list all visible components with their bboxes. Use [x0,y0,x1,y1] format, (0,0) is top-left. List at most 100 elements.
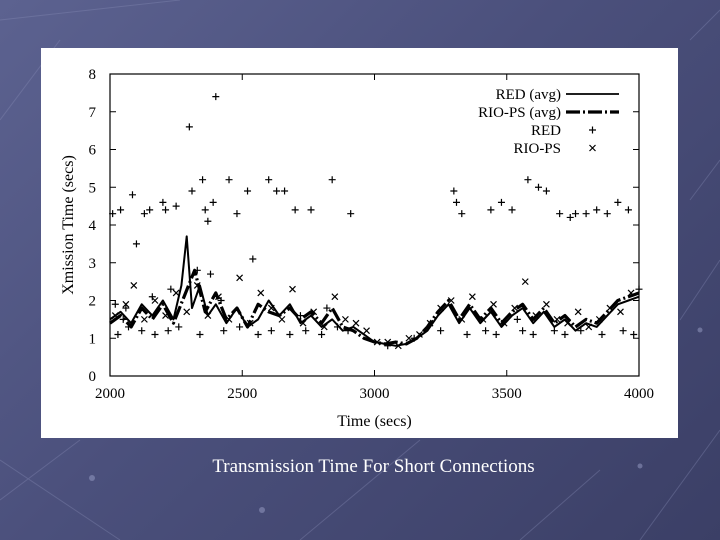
rio-ps-point [331,293,339,301]
rio-ps-point [122,300,130,308]
red-point [273,187,281,195]
rio-ps-point [458,315,466,323]
rio-ps-point [289,285,296,293]
rio-ps-point [405,334,413,342]
red-point [164,327,172,335]
rio-ps-point [278,315,286,323]
red-point [193,266,201,274]
red-point [209,198,217,206]
red-point [122,304,130,312]
red-point [162,206,170,214]
y-tick-label: 1 [89,331,97,347]
red-point [630,330,638,338]
red-point [492,330,500,338]
red-point [550,327,558,335]
red-point [497,198,505,206]
red-point [225,176,233,184]
legend-label: RIO-PS [513,141,561,157]
red-point [244,187,252,195]
y-tick-label: 3 [89,256,97,272]
rio-ps-point [543,300,550,308]
red-point [146,206,154,214]
rio-ps-point [384,338,392,346]
rio-ps-point [564,319,572,327]
rio-ps-point [246,319,254,327]
y-tick-label: 0 [89,369,97,385]
rio-ps-point [595,315,603,323]
rio-ps-point [373,338,381,346]
rio-ps-point [193,281,201,289]
y-axis-label: Xmission Time (secs) [60,155,77,295]
red-point [254,330,262,338]
red-point [463,330,471,338]
rio-ps-point [447,297,455,304]
red-point [482,327,490,335]
y-tick-label: 6 [89,143,97,159]
red-point [556,210,564,218]
transmission-time-chart: 2000 2500 3000 3500 4000 0 1 2 3 4 5 6 7 8 Time (secs)… [60,67,654,430]
rio-ps-point [363,327,370,335]
rio-ps-point [341,315,349,323]
red-point [624,206,632,214]
rio-ps-point [479,315,487,323]
red-point [344,327,352,335]
rio-ps-point [204,312,212,320]
red-point [572,210,580,218]
red-point [201,206,209,214]
red-point [534,183,542,191]
red-point [159,198,167,206]
red-point [114,330,122,338]
rio-ps-point [236,274,244,282]
red-point [175,323,183,331]
red-point [185,123,193,131]
red-point [265,176,273,184]
red-point [333,323,341,331]
red-point [458,210,466,218]
rio-ps-point [437,304,445,312]
rio-ps-point [426,319,434,327]
rio-ps-point [490,300,497,308]
red-point [619,327,627,335]
x-axis-label: Time (secs) [337,413,412,430]
legend-label: RED (avg) [496,87,561,103]
rio-ps-point [183,308,191,316]
rio-ps-point [140,315,148,323]
red-point [286,330,294,338]
red-point [148,293,156,301]
red-point [125,323,133,331]
red-point [196,330,204,338]
legend-swatch-red [589,126,596,134]
red-point [119,315,127,323]
rio-ps-point [521,278,529,286]
rio-ps-point [511,304,519,312]
y-tick-label: 7 [89,105,97,121]
rio-ps-point [627,289,635,297]
red-point [603,210,611,218]
red-point [452,198,460,206]
red-point [128,191,136,199]
red-point [132,240,140,248]
red-point [598,330,606,338]
y-tick-label: 8 [89,67,97,83]
red-point [487,206,495,214]
red-point [323,304,331,312]
rio-ps-point [585,323,593,331]
red-point [267,327,275,335]
red-point [109,210,117,218]
legend-label: RED [531,123,561,139]
red-point [450,187,458,195]
rio-ps-point [111,312,119,320]
rio-ps-point [172,289,180,297]
red-point [151,330,159,338]
red-point [577,327,585,335]
red-point [328,176,336,184]
red-point [111,300,119,308]
x-tick-label: 2000 [95,386,125,402]
red-point [347,210,355,218]
red-point [410,334,418,342]
red-point [217,297,225,304]
y-tick-label: 4 [89,218,97,234]
red-point [199,176,207,184]
red-point [296,312,304,320]
red-point [524,176,532,184]
